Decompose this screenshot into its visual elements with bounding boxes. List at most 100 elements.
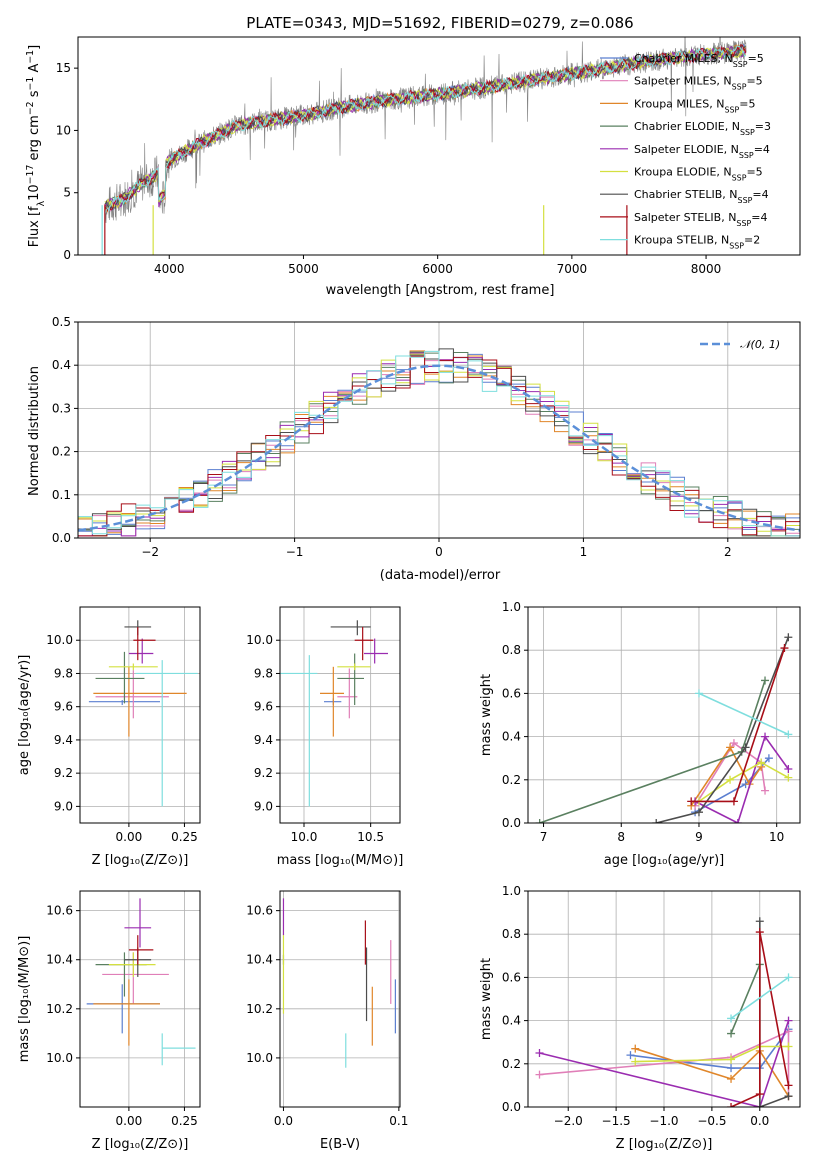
weight-line xyxy=(730,964,761,1107)
x-tick-label: 0.0 xyxy=(750,1114,769,1128)
y-tick-label: 0.8 xyxy=(502,643,521,657)
y-tick-label: 9.8 xyxy=(254,666,273,680)
plot-area xyxy=(280,620,388,807)
legend-label: Kroupa MILES, NSSP=5 xyxy=(634,97,755,114)
chart-title: PLATE=0343, MJD=51692, FIBERID=0279, z=0… xyxy=(246,14,633,32)
weight-marker xyxy=(535,1070,544,1079)
plot-area xyxy=(282,898,396,1068)
weight-line xyxy=(730,931,790,1107)
y-tick-label: 0.2 xyxy=(502,773,521,787)
weight-line xyxy=(656,636,790,823)
weight-marker xyxy=(764,754,773,763)
y-tick-label: 10.0 xyxy=(246,1051,273,1065)
x-tick-label: −1.5 xyxy=(602,1114,631,1128)
weight-marker xyxy=(729,797,738,806)
weight-marker xyxy=(726,775,735,784)
x-axis-label: wavelength [Angstrom, rest frame] xyxy=(326,283,555,298)
x-tick-label: 0 xyxy=(435,545,443,559)
y-tick-label: 0.4 xyxy=(502,730,521,744)
y-tick-label: 9.0 xyxy=(54,799,73,813)
axes-frame xyxy=(279,606,401,824)
weight-line xyxy=(691,647,786,803)
plot-area xyxy=(78,348,800,537)
x-tick-label: 0.00 xyxy=(116,1114,143,1128)
weight-marker xyxy=(784,1042,793,1051)
y-tick-label: 1.0 xyxy=(502,884,521,898)
y-tick-label: 0.4 xyxy=(502,1014,521,1028)
weight-marker xyxy=(761,676,770,685)
y-tick-label: 10.2 xyxy=(46,1002,73,1016)
y-tick-label: 0.2 xyxy=(52,445,71,459)
weight-line xyxy=(698,692,789,736)
legend-label: Salpeter STELIB, NSSP=4 xyxy=(634,211,767,228)
weight-line xyxy=(694,734,789,823)
x-tick-label: 0.25 xyxy=(171,830,198,844)
y-tick-label: 0.8 xyxy=(502,927,521,941)
model-line xyxy=(104,44,747,211)
z-age-axes: 0.00 0.25 9.0 9.2 9.4 9.6 9.8 10.0 xyxy=(46,606,201,844)
plot-area xyxy=(535,633,793,823)
y-tick-label: 1.0 xyxy=(502,600,521,614)
weight-marker xyxy=(761,732,770,741)
weight-marker xyxy=(784,973,793,982)
weight-marker xyxy=(733,819,742,823)
axes-frame xyxy=(527,606,801,824)
x-axis-label: age [log₁₀(age/yr)] xyxy=(604,853,725,868)
y-tick-label: 0.6 xyxy=(502,970,521,984)
x-tick-label: −1.0 xyxy=(649,1114,678,1128)
y-tick-label: 15 xyxy=(56,61,71,75)
y-tick-label: 10 xyxy=(56,123,71,137)
x-tick-label: 10.5 xyxy=(357,830,384,844)
weight-marker xyxy=(741,743,750,752)
y-tick-label: 9.6 xyxy=(254,700,273,714)
weight-line xyxy=(694,741,766,807)
x-axis-label: Z [log₁₀(Z/Z⊙)] xyxy=(92,1137,189,1152)
weight-marker xyxy=(757,758,766,767)
y-tick-label: 10.0 xyxy=(46,1051,73,1065)
y-tick-label: 10.2 xyxy=(246,1002,273,1016)
spectrum-axes: 4000 5000 6000 7000 8000 0 5 10 15 xyxy=(56,36,801,276)
y-tick-label: 10.6 xyxy=(46,904,73,918)
legend-label: 𝒩(0, 1) xyxy=(740,338,780,351)
axes-frame xyxy=(79,606,201,824)
weight-marker xyxy=(784,773,793,782)
x-tick-label: 5000 xyxy=(288,262,319,276)
weight-line xyxy=(698,761,789,803)
y-tick-label: 10.4 xyxy=(246,953,273,967)
y-tick-label: 10.0 xyxy=(46,633,73,647)
y-tick-label: 0.4 xyxy=(52,358,71,372)
y-tick-label: 0 xyxy=(63,248,71,262)
plot-area xyxy=(88,620,198,807)
weight-marker xyxy=(727,1064,736,1073)
y-tick-label: 9.0 xyxy=(254,799,273,813)
x-tick-label: 8 xyxy=(617,830,625,844)
weight-marker xyxy=(726,743,735,752)
x-axis-label: (data-model)/error xyxy=(380,568,501,583)
y-axis-label: age [log₁₀(age/yr)] xyxy=(17,655,32,776)
y-tick-label: 0.5 xyxy=(52,315,71,329)
weight-marker xyxy=(727,1103,736,1107)
weight-marker xyxy=(784,1027,793,1036)
z-mass-axes: 0.00 0.25 10.0 10.2 10.4 10.6 xyxy=(46,890,201,1128)
weight-marker xyxy=(784,765,793,773)
legend-label: Salpeter MILES, NSSP=5 xyxy=(634,75,763,92)
y-axis-label: mass weight xyxy=(479,674,494,756)
weight-marker xyxy=(727,1029,736,1038)
weight-line xyxy=(539,1020,790,1107)
weight-line xyxy=(730,976,789,1020)
weight-marker xyxy=(784,633,793,642)
y-axis-label: mass [log₁₀(M/M⊙)] xyxy=(17,936,32,1063)
y-tick-label: 0.0 xyxy=(502,816,521,830)
weight-marker xyxy=(780,644,789,653)
y-tick-label: 9.4 xyxy=(54,733,73,747)
weight-line xyxy=(630,1028,790,1069)
legend-label: Salpeter ELODIE, NSSP=4 xyxy=(634,143,770,160)
weight-marker xyxy=(652,819,661,823)
weight-marker xyxy=(755,928,764,937)
plot-area xyxy=(86,898,196,1066)
x-tick-label: 10.0 xyxy=(291,830,318,844)
axes-frame xyxy=(77,36,801,256)
y-tick-label: 10.4 xyxy=(46,953,73,967)
weight-marker xyxy=(755,917,764,926)
weight-marker xyxy=(755,1090,764,1099)
